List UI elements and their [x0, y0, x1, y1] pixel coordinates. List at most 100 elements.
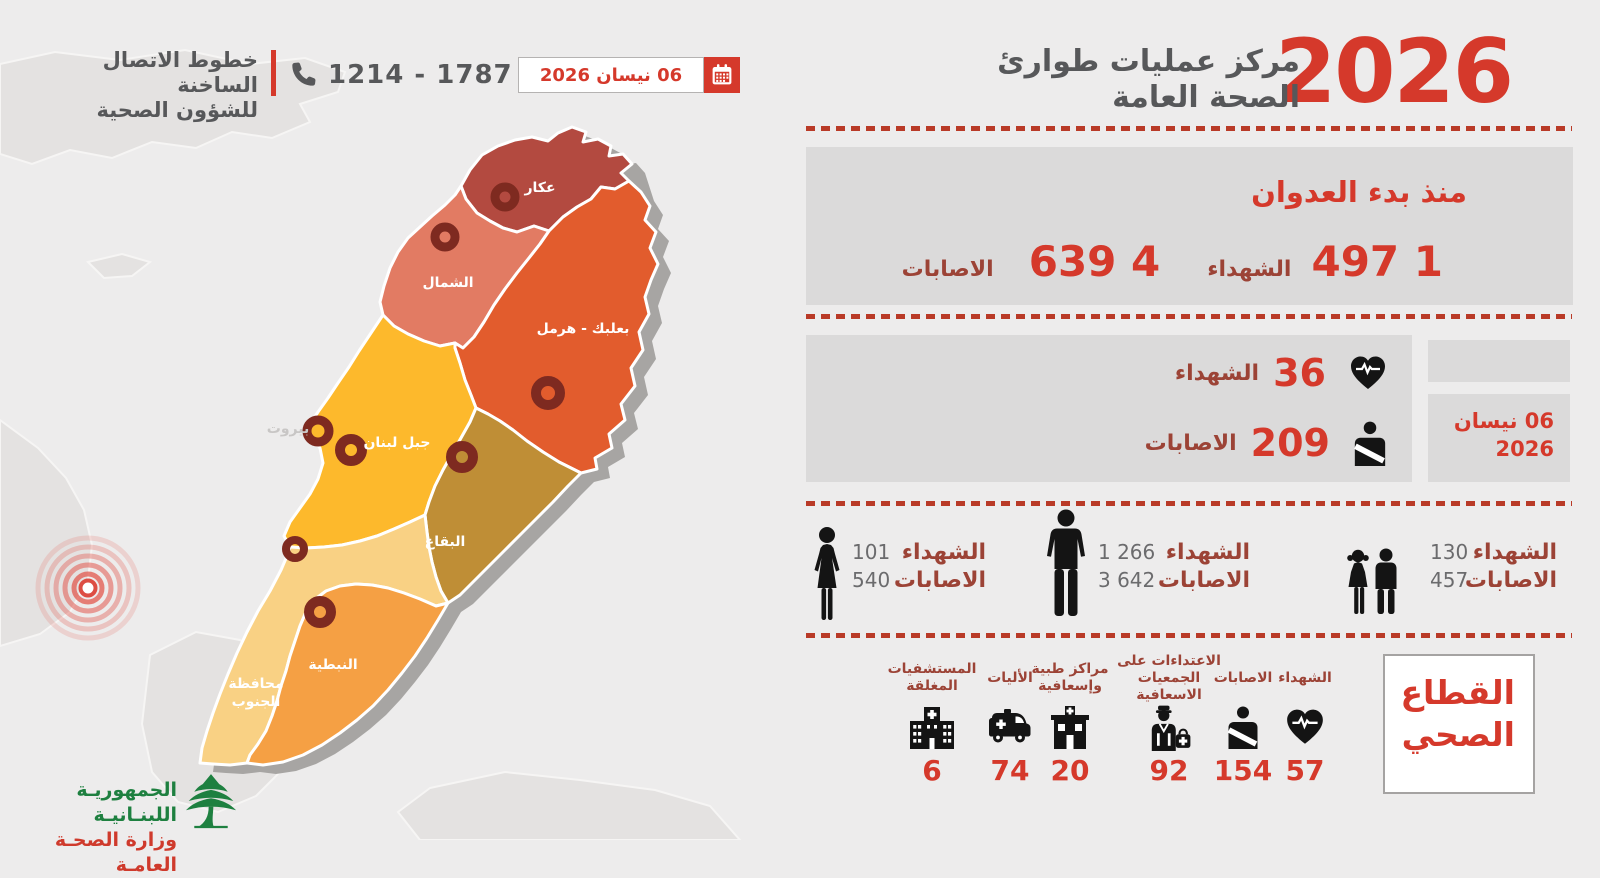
map-label-mount-lebanon: جبل لبنان: [363, 435, 430, 451]
strike-marker-icon: [335, 434, 367, 466]
hotline-divider: [271, 50, 276, 96]
phone-icon: [292, 62, 316, 86]
men-martyrs-value: 1 266: [1098, 540, 1156, 564]
dashed-separator: [806, 501, 1572, 506]
label-line: الشهداء: [1278, 669, 1332, 686]
daily-date-line2: 2026: [1495, 437, 1554, 461]
health-martyrs-value: 57: [1285, 754, 1325, 787]
cedar-tree-icon: [185, 770, 237, 836]
health-closed-hospitals-value: 6: [922, 754, 942, 787]
man-icon: [1046, 508, 1086, 622]
women-martyrs-value: 101: [852, 540, 891, 564]
health-attacks-label: الاعتداءات على الجمعيات الاسعافية: [1105, 653, 1233, 703]
health-closed-hospitals-label: المستشفيات المغلقة: [888, 655, 977, 701]
label-line: الاصابات: [1213, 669, 1273, 686]
background-island-cyprus: [86, 252, 153, 280]
hospital-icon: [907, 703, 957, 751]
map-label-nabatieh: النبطية: [308, 657, 357, 673]
health-martyrs-label: الشهداء: [1278, 655, 1332, 701]
strike-markers: [282, 182, 565, 628]
daily-martyrs-value: 36: [1273, 351, 1326, 395]
hotline-numbers: 1214 - 1787: [328, 60, 513, 90]
page-title-line2: الصحة العامة: [1112, 80, 1300, 115]
health-attacks-value: 92: [1149, 754, 1189, 787]
women-injuries-label: الاصابات: [893, 568, 986, 593]
strike-marker-icon: [304, 596, 336, 628]
children-martyrs-label: الشهداء: [1472, 540, 1557, 565]
since-martyrs-label: الشهداء: [1207, 257, 1292, 282]
label-line: المستشفيات: [887, 661, 977, 677]
children-martyrs-value: 130: [1430, 540, 1469, 564]
health-stat-martyrs: الشهداء 57: [1262, 655, 1348, 788]
label-line: وإسعافية: [1038, 678, 1102, 694]
label-line: المغلقة: [906, 678, 958, 694]
since-start-stats: 1 497 الشهداء 4 639 الاصابات: [902, 237, 1443, 286]
since-start-title: منذ بدء العدوان: [1251, 175, 1467, 209]
epicenter-rings-icon: [35, 535, 141, 641]
strike-marker-icon: [531, 376, 565, 410]
page-title-line1: مركز عمليات طوارئ: [997, 44, 1300, 79]
strike-marker-icon: [446, 441, 478, 473]
demographics-men-group: 1 266 3 642 الشهداء الاصابات: [1046, 509, 1250, 622]
date-badge-text: 06 نيسان 2026: [539, 64, 683, 86]
health-injuries-label: الاصابات: [1214, 655, 1273, 701]
lebanon-map: عكار الشمال بعلبك - هرمل جبل لبنان بيروت…: [0, 48, 742, 840]
background-landmass-anatolia: [0, 48, 347, 166]
label-line: الأليات: [987, 669, 1033, 686]
page-title: مركز عمليات طوارئ الصحة العامة: [997, 44, 1300, 116]
map-label-north: الشمال: [422, 275, 473, 291]
ministry-logo-text: الجمهوريـة اللبنـانيـة وزارة الصحـة العا…: [23, 778, 177, 878]
map-region-bekaa: [423, 406, 583, 605]
paramedic-icon: [1147, 703, 1191, 751]
health-stat-medical-centers: مراكز طبية وإسعافية 20: [1020, 655, 1120, 787]
dashed-separator: [806, 633, 1572, 638]
year-heading: 2026: [1275, 20, 1514, 123]
daily-injuries-row: 209 الاصابات: [1145, 417, 1388, 469]
hotline-label-line2: للشؤون الصحية: [96, 98, 259, 122]
demographics-women-group: 101 540 الشهداء الاصابات: [810, 518, 986, 622]
map-region-nabatieh: [245, 582, 450, 767]
ministry-logo: الجمهوريـة اللبنـانيـة وزارة الصحـة العا…: [23, 770, 237, 876]
health-sector-title-line1: القطاع: [1400, 673, 1515, 712]
since-start-panel: منذ بدء العدوان 1 497 الشهداء 4 639 الاص…: [806, 147, 1573, 305]
health-sector-title-line2: الصحي: [1401, 715, 1515, 754]
map-label-bekaa: البقاع: [425, 534, 466, 550]
women-martyrs-label: الشهداء: [901, 540, 986, 565]
daily-date-box: 06 نيسان 2026: [1428, 394, 1570, 482]
daily-side-box-empty: [1428, 340, 1570, 382]
map-label-south-line1: محافظة: [228, 676, 283, 692]
strike-marker-icon: [490, 182, 520, 212]
infographic-page: عكار الشمال بعلبك - هرمل جبل لبنان بيروت…: [0, 20, 1573, 876]
health-vehicles-label: الأليات: [987, 655, 1033, 701]
republic-name: الجمهوريـة اللبنـانيـة: [76, 779, 177, 826]
men-injuries-label: الاصابات: [1157, 568, 1250, 593]
daily-panel: 36 الشهداء 209 الاصابات: [806, 335, 1412, 482]
health-stat-attacks: الاعتداءات على الجمعيات الاسعافية 92: [1105, 653, 1233, 788]
map-label-south-line2: الجنوب: [232, 694, 281, 710]
daily-martyrs-label: الشهداء: [1174, 360, 1260, 386]
dashed-separator: [806, 314, 1572, 319]
label-line: مراكز طبية: [1031, 661, 1109, 677]
since-injuries-label: الاصابات: [901, 257, 994, 282]
calendar-icon: [704, 57, 740, 93]
children-injuries-value: 457: [1430, 568, 1469, 592]
daily-martyrs-row: 36 الشهداء: [1175, 347, 1388, 399]
map-label-akkar: عكار: [523, 180, 555, 196]
men-injuries-value: 3 642: [1098, 568, 1156, 592]
ministry-name: وزارة الصحـة العامـة: [54, 829, 177, 876]
label-line: الجمعيات الاسعافية: [1136, 669, 1202, 703]
map-label-baalbek-hermel: بعلبك - هرمل: [537, 321, 630, 337]
injured-person-icon: [1352, 420, 1388, 466]
demographics-children-group: 130 457 الشهداء الاصابات: [1345, 518, 1557, 622]
date-badge: 06 نيسان 2026: [518, 57, 704, 93]
health-stat-vehicles: الأليات 74: [972, 655, 1048, 788]
health-injuries-value: 154: [1213, 754, 1273, 787]
daily-date-line1: 06 نيسان: [1453, 409, 1554, 433]
health-vehicles-value: 74: [990, 754, 1030, 787]
map-region-baalbek-hermel: [453, 179, 660, 475]
since-martyrs-value: 1 497: [1311, 237, 1443, 286]
injured-person-icon: [1226, 703, 1260, 751]
woman-icon: [810, 526, 844, 626]
strike-marker-icon: [430, 222, 460, 252]
clinic-icon: [1048, 703, 1092, 751]
